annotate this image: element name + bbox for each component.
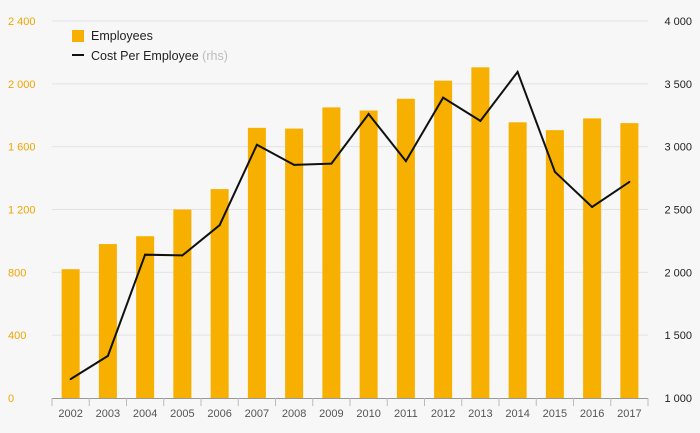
y-left-tick-label: 1 600 — [8, 142, 36, 154]
x-tick-label: 2016 — [580, 408, 604, 420]
cost-per-employee-polyline — [70, 69, 630, 380]
x-tick-label: 2011 — [394, 408, 418, 420]
cost-per-employee-line — [69, 69, 631, 381]
x-tick-label: 2017 — [617, 408, 641, 420]
line-point-2003 — [106, 354, 109, 357]
line-point-2010 — [367, 112, 370, 115]
legend-label-employees: Employees — [91, 29, 153, 43]
y-right-tick-label: 1 500 — [664, 330, 692, 342]
line-point-2002 — [69, 378, 72, 381]
x-tick-label: 2002 — [58, 408, 82, 420]
line-point-2015 — [553, 170, 556, 173]
line-point-2011 — [404, 160, 407, 163]
line-point-2012 — [442, 96, 445, 99]
bar-2011 — [396, 98, 415, 398]
line-point-2008 — [293, 163, 296, 166]
line-point-2004 — [144, 253, 147, 256]
bar-2008 — [285, 128, 304, 398]
y-right-tick-label: 1 000 — [664, 393, 692, 405]
bar-2012 — [434, 80, 453, 399]
line-point-2006 — [218, 224, 221, 227]
x-tick-label: 2008 — [282, 408, 306, 420]
right-axis: 1 000 1 500 2 000 2 500 3 000 3 500 4 000 — [664, 16, 692, 405]
y-right-tick-label: 2 000 — [664, 267, 692, 279]
bar-2010 — [359, 110, 378, 398]
line-point-2017 — [628, 180, 631, 183]
x-tick-label: 2007 — [245, 408, 269, 420]
employees-bars — [61, 67, 639, 399]
bar-2017 — [620, 123, 639, 399]
y-right-tick-label: 2 500 — [664, 205, 692, 217]
x-tick-label: 2005 — [170, 408, 194, 420]
bar-2016 — [583, 118, 602, 399]
x-tick-label: 2015 — [543, 408, 567, 420]
bar-2013 — [471, 67, 490, 398]
y-right-tick-label: 4 000 — [664, 16, 692, 28]
x-tick-label: 2004 — [133, 408, 157, 420]
legend-swatch-employees — [72, 30, 84, 42]
line-point-2014 — [516, 70, 519, 73]
x-tick-label: 2009 — [319, 408, 343, 420]
line-point-2007 — [255, 143, 258, 146]
bar-2015 — [545, 130, 564, 398]
bar-2004 — [136, 236, 155, 398]
bar-2014 — [508, 122, 527, 398]
x-axis: 2002 2003 2004 2005 2006 2007 2008 2009 2010 2011… — [51, 398, 649, 420]
bar-2007 — [247, 127, 266, 399]
x-tick-label: 2003 — [96, 408, 120, 420]
left-axis: 0 400 800 1 200 1 600 2 000 2 400 — [8, 16, 36, 405]
bar-2005 — [173, 209, 192, 398]
y-left-tick-label: 2 000 — [8, 79, 36, 91]
y-left-tick-label: 0 — [8, 393, 14, 405]
line-point-2009 — [330, 162, 333, 165]
x-tick-label: 2010 — [356, 408, 380, 420]
y-left-tick-label: 800 — [8, 267, 26, 279]
y-right-tick-label: 3 000 — [664, 142, 692, 154]
legend-label-cost-per-employee: Cost Per Employee (rhs) — [91, 49, 228, 63]
legend-rhs-suffix: (rhs) — [202, 49, 228, 63]
x-tick-label: 2012 — [431, 408, 455, 420]
bar-2006 — [210, 189, 229, 398]
x-tick-label: 2013 — [468, 408, 492, 420]
y-right-tick-label: 3 500 — [664, 79, 692, 91]
bar-2009 — [322, 107, 341, 398]
x-tick-label: 2014 — [505, 408, 529, 420]
line-point-2005 — [181, 254, 184, 257]
y-left-tick-label: 2 400 — [8, 16, 36, 28]
bar-2003 — [98, 244, 117, 398]
x-tick-label: 2006 — [207, 408, 231, 420]
y-left-tick-label: 1 200 — [8, 205, 36, 217]
line-point-2013 — [479, 119, 482, 122]
line-point-2016 — [591, 205, 594, 208]
y-left-tick-label: 400 — [8, 330, 26, 342]
legend: Employees Cost Per Employee (rhs) — [72, 29, 228, 63]
bar-2002 — [61, 269, 80, 398]
